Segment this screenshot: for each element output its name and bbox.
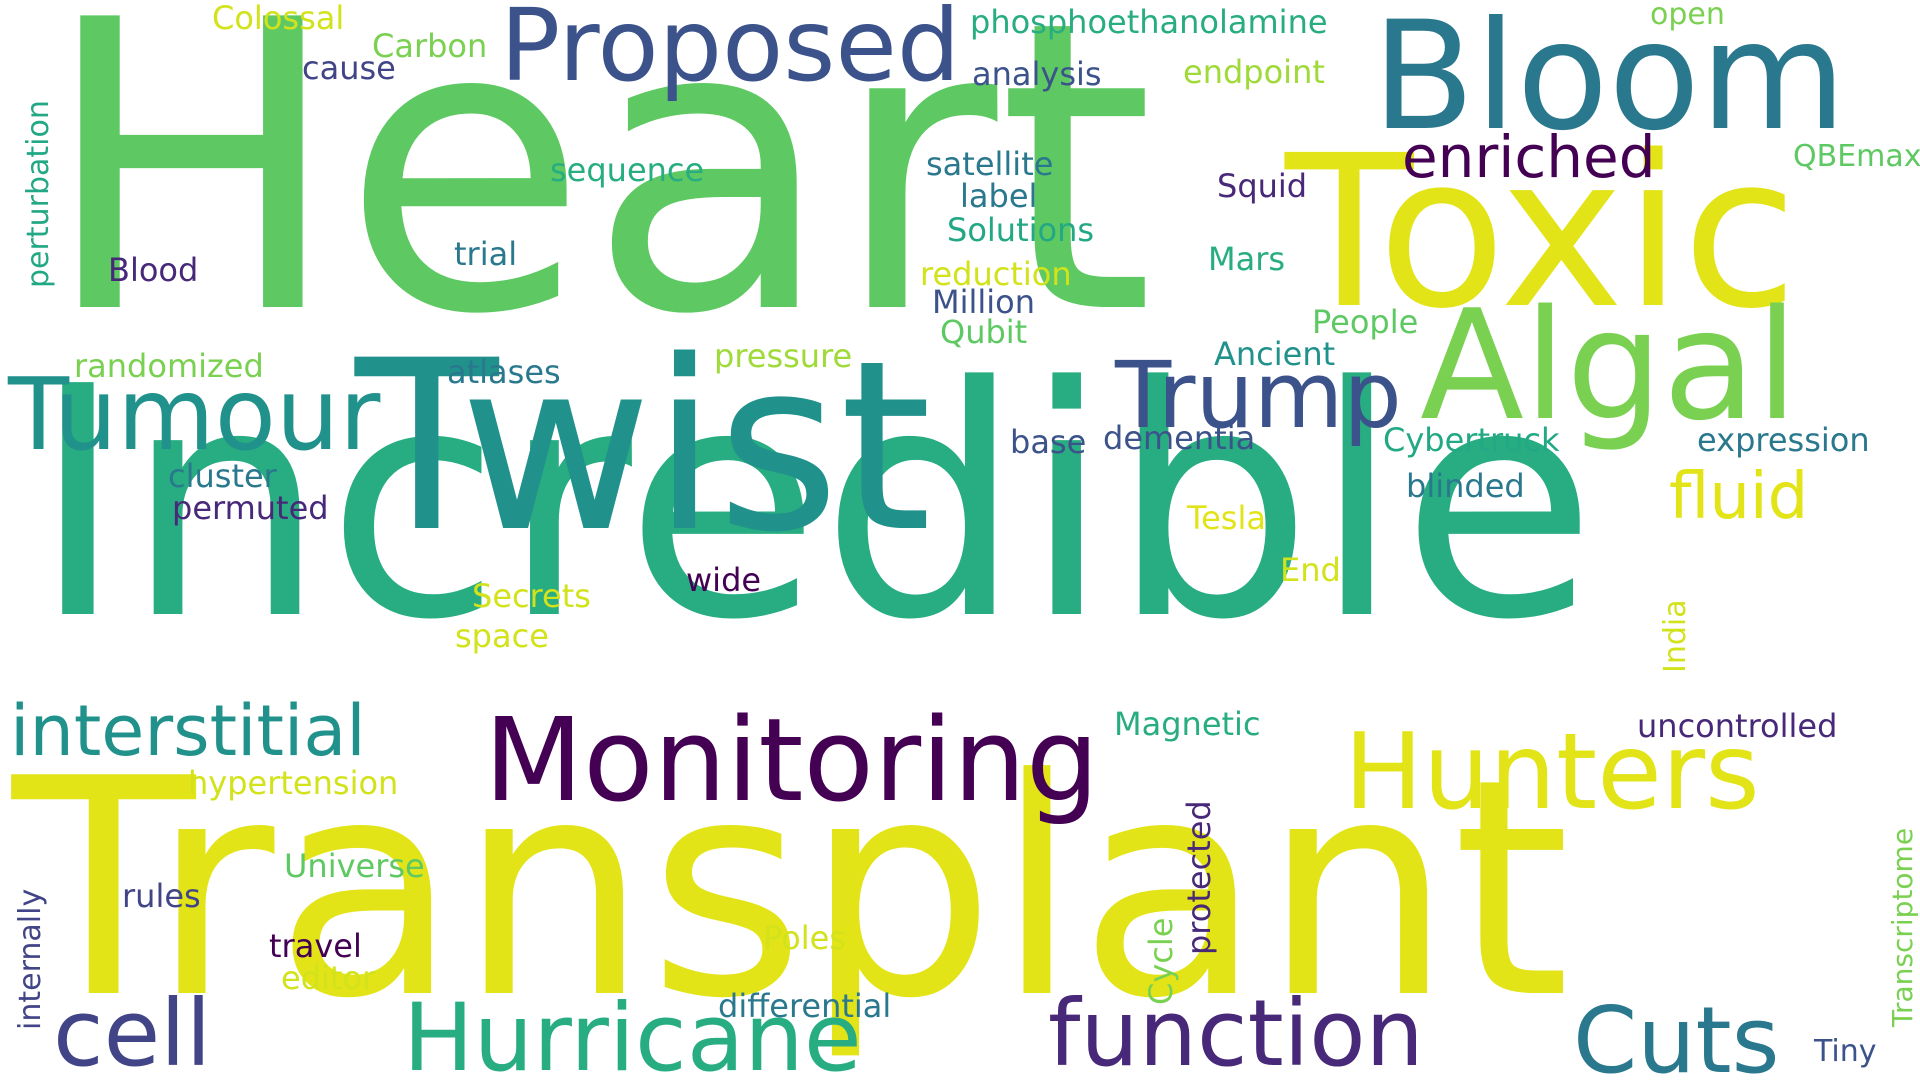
word-cell: cell xyxy=(53,980,212,1080)
word-dementia: dementia xyxy=(1103,419,1256,457)
word-interstitial: interstitial xyxy=(10,690,366,772)
word-editor: editor xyxy=(281,959,376,997)
word-heart: Heart xyxy=(41,0,1155,402)
word-protected: protected xyxy=(1180,800,1218,955)
word-expression: expression xyxy=(1697,421,1870,459)
word-travel: travel xyxy=(269,927,362,965)
word-pressure: pressure xyxy=(714,337,853,375)
word-hypertension: hypertension xyxy=(188,764,399,802)
word-mars: Mars xyxy=(1208,240,1286,278)
word-uncontrolled: uncontrolled xyxy=(1637,707,1838,745)
word-bloom: Bloom xyxy=(1372,0,1847,164)
word-cause: cause xyxy=(302,49,396,87)
word-qbemax: QBEmax xyxy=(1793,139,1920,174)
word-universe: Universe xyxy=(284,847,425,885)
word-blinded: blinded xyxy=(1406,467,1525,505)
word-satellite: satellite xyxy=(926,145,1054,183)
word-solutions: Solutions xyxy=(947,211,1095,249)
word-differential: differential xyxy=(718,987,892,1025)
word-toxic: Toxic xyxy=(1285,110,1798,355)
word-trump: Trump xyxy=(1115,342,1402,449)
word-cluster: cluster xyxy=(168,457,277,495)
word-twist: Twist xyxy=(355,311,932,584)
word-proposed: Proposed xyxy=(500,0,961,104)
word-qubit: Qubit xyxy=(940,313,1028,351)
word-label: label xyxy=(960,177,1038,215)
word-tiny: Tiny xyxy=(1814,1034,1877,1069)
word-people: People xyxy=(1312,303,1419,341)
word-sequence: sequence xyxy=(550,151,705,189)
word-india: India xyxy=(1658,599,1693,673)
word-tumour: Tumour xyxy=(8,356,381,473)
word-poles: Poles xyxy=(763,919,846,957)
word-incredible: Incredible xyxy=(31,319,1597,689)
word-magnetic: Magnetic xyxy=(1114,705,1261,743)
word-ancient: Ancient xyxy=(1214,335,1336,373)
word-algal: Algal xyxy=(1420,277,1799,454)
word-blood: Blood xyxy=(108,251,199,289)
word-atlases: atlases xyxy=(447,353,561,391)
word-perturbation: perturbation xyxy=(21,100,56,288)
word-internally: internally xyxy=(13,888,48,1030)
word-fluid: fluid xyxy=(1669,460,1809,534)
word-reduction: reduction xyxy=(920,255,1072,293)
word-hunters: Hunters xyxy=(1344,711,1760,833)
word-monitoring: Monitoring xyxy=(484,694,1099,828)
word-permuted: permuted xyxy=(172,489,329,527)
word-tesla: Tesla xyxy=(1187,499,1266,537)
word-function: function xyxy=(1048,980,1424,1080)
word-transcriptome: Transcriptome xyxy=(1886,827,1919,1027)
word-rules: rules xyxy=(122,877,201,915)
word-carbon: Carbon xyxy=(372,27,488,65)
word-colossal: Colossal xyxy=(212,0,345,37)
word-endpoint: endpoint xyxy=(1183,53,1325,91)
word-hurricane: Hurricane xyxy=(403,984,862,1080)
word-trial: trial xyxy=(454,235,518,273)
word-base: base xyxy=(1010,423,1087,461)
word-randomized: randomized xyxy=(74,347,264,385)
word-analysis: analysis xyxy=(972,55,1102,93)
word-million: Million xyxy=(932,283,1036,321)
word-space: space xyxy=(455,617,549,655)
word-end: End xyxy=(1280,551,1341,589)
word-squid: Squid xyxy=(1217,167,1308,205)
word-transplant: Transplant xyxy=(12,715,1571,1064)
word-cybertruck: Cybertruck xyxy=(1383,421,1560,459)
word-cycle: Cycle xyxy=(1142,917,1180,1005)
word-cuts: Cuts xyxy=(1573,987,1780,1080)
word-secrets: Secrets xyxy=(472,577,591,615)
word-open: open xyxy=(1650,0,1725,32)
word-enriched: enriched xyxy=(1402,123,1656,191)
word-wide: wide xyxy=(686,561,762,599)
word-phosphoethanolamine: phosphoethanolamine xyxy=(970,3,1328,41)
